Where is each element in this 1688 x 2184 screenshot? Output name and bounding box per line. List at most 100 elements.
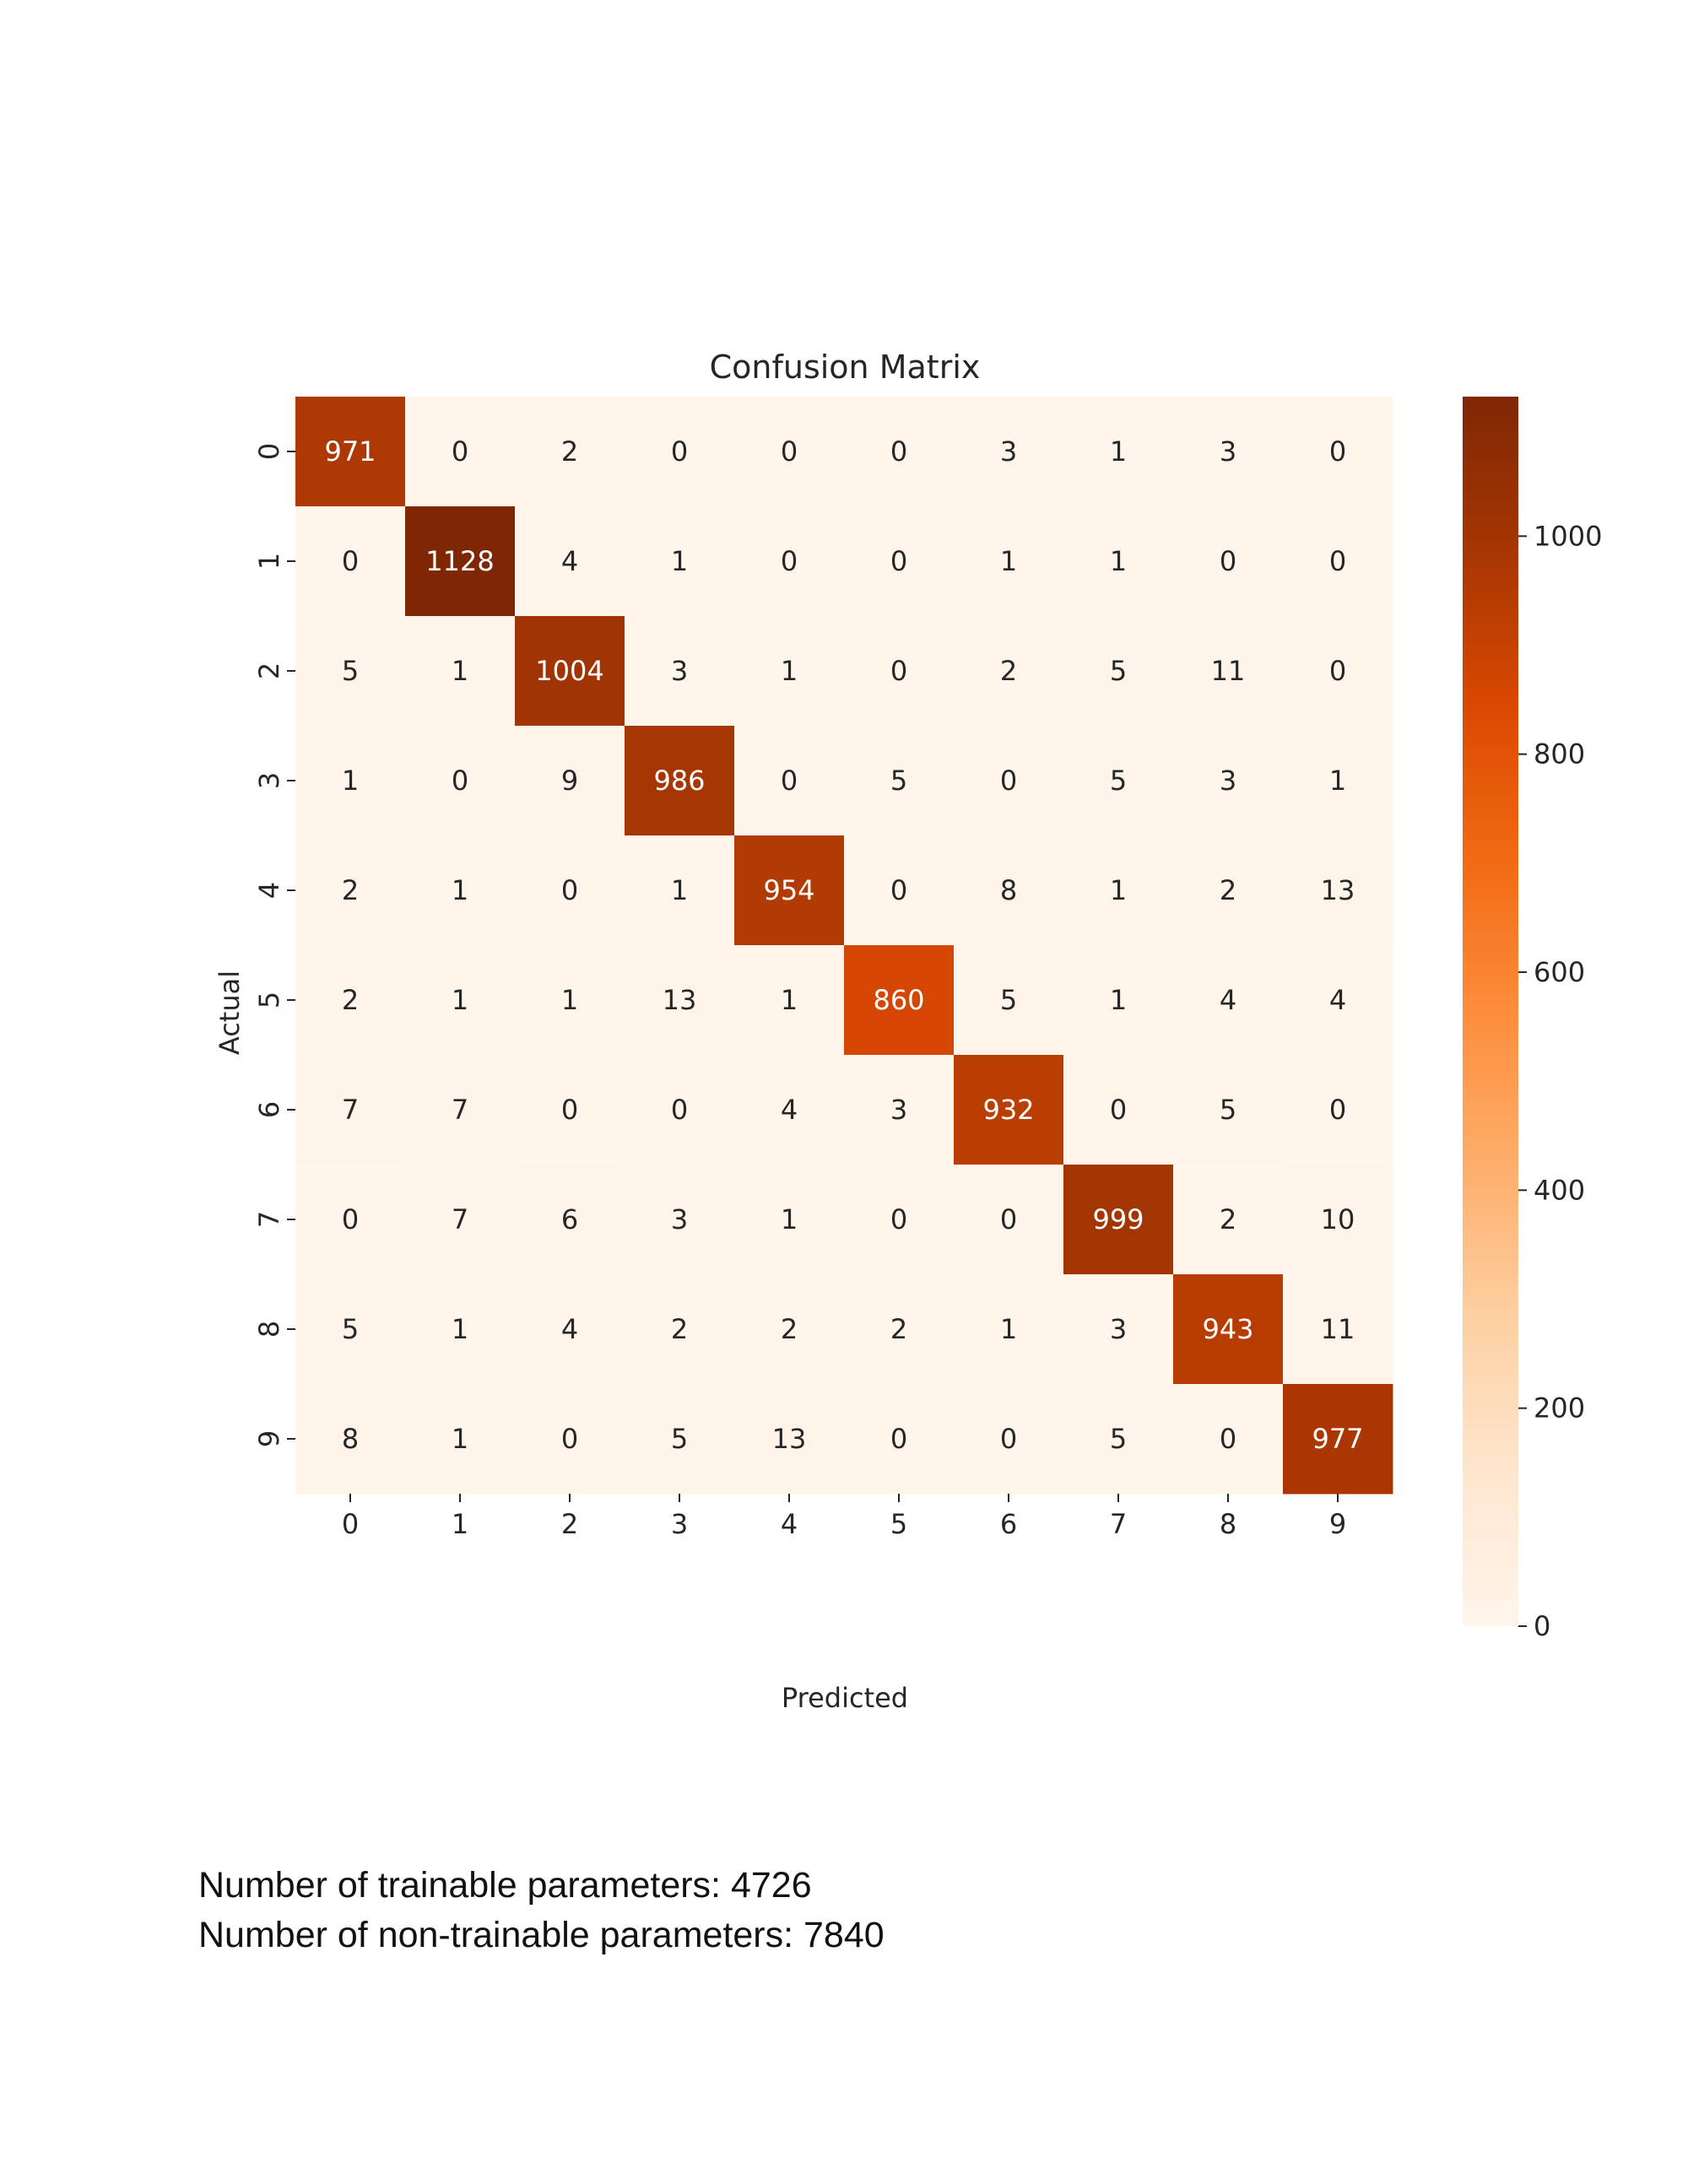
- cell-value-label: 0: [1000, 765, 1017, 797]
- cell-value-label: 860: [873, 984, 924, 1016]
- x-tick-label: 8: [1220, 1508, 1236, 1540]
- heatmap-cell: [515, 945, 625, 1056]
- heatmap-cell: [1173, 945, 1284, 1056]
- cell-value-label: 1: [1000, 1313, 1017, 1345]
- x-tick-label: 0: [342, 1508, 359, 1540]
- cell-value-label: 0: [1110, 1094, 1127, 1126]
- heatmap-cell: [954, 506, 1064, 617]
- heatmap-cell: [954, 1274, 1064, 1385]
- heatmap-cell: [1283, 835, 1393, 946]
- y-tick-label: 7: [253, 1211, 285, 1228]
- heatmap-cell: [844, 1165, 955, 1275]
- cell-value-label: 0: [1329, 545, 1346, 577]
- y-tick-label: 1: [253, 553, 285, 570]
- cell-value-label: 0: [1329, 435, 1346, 468]
- heatmap-cell: [295, 1274, 406, 1385]
- heatmap-cell: [515, 835, 625, 946]
- heatmap-cell: [1063, 726, 1174, 836]
- heatmap-cell: [1173, 1384, 1284, 1495]
- cell-value-label: 932: [982, 1094, 1034, 1126]
- cell-value-label: 5: [1000, 984, 1017, 1016]
- cell-value-label: 1: [781, 984, 798, 1016]
- x-tick-label: 5: [890, 1508, 907, 1540]
- cell-value-label: 1: [452, 1313, 468, 1345]
- x-tick-label: 4: [781, 1508, 798, 1540]
- cell-value-label: 0: [452, 435, 468, 468]
- heatmap-cell: [734, 1165, 845, 1275]
- cell-value-label: 5: [1220, 1094, 1236, 1126]
- heatmap-cell: [515, 397, 625, 507]
- cell-value-label: 3: [1000, 435, 1017, 468]
- heatmap-cell: [954, 945, 1064, 1056]
- heatmap-cell: [625, 1055, 735, 1165]
- confusion-matrix-chart: Confusion Matrix 971 0 2 0 0 0 3 1 3 00 1128 4 1 0 0 1 1…: [214, 349, 1602, 1714]
- cell-value-label: 1128: [425, 545, 494, 577]
- cell-value-label: 5: [671, 1423, 688, 1455]
- heatmap-cell: [1283, 1165, 1393, 1275]
- heatmap-cell: [405, 397, 516, 507]
- heatmap-cell: [844, 397, 955, 507]
- trainable-params-text: Number of trainable parameters: 4726: [198, 1865, 812, 1906]
- cell-value-label: 1: [671, 545, 688, 577]
- heatmap-cell: [625, 835, 735, 946]
- cell-value-label: 2: [561, 435, 578, 468]
- cell-value-label: 943: [1202, 1313, 1253, 1345]
- y-tick-label: 9: [253, 1430, 285, 1447]
- heatmap-cell: [954, 616, 1064, 727]
- x-tick-label: 3: [671, 1508, 688, 1540]
- heatmap-cell: [515, 1384, 625, 1495]
- heatmap-cell: [954, 1055, 1064, 1165]
- y-axis-label: Actual: [214, 970, 246, 1055]
- heatmap-cell: [405, 616, 516, 727]
- cell-value-label: 0: [561, 1094, 578, 1126]
- heatmap-cell: [734, 1384, 845, 1495]
- heatmap-cell: [405, 945, 516, 1056]
- heatmap-cell: [405, 835, 516, 946]
- colorbar-ticks: 0 200 400 600 800 1000: [1518, 520, 1602, 1642]
- y-tick-label: 6: [253, 1101, 285, 1118]
- cell-value-label: 1: [342, 765, 359, 797]
- heatmap-cell: [405, 506, 516, 617]
- colorbar-tick-label: 800: [1534, 738, 1585, 770]
- heatmap-cell: [734, 1274, 845, 1385]
- cell-value-label: 3: [890, 1094, 907, 1126]
- cell-value-label: 0: [781, 545, 798, 577]
- heatmap-cell: [625, 506, 735, 617]
- x-tick-label: 7: [1110, 1508, 1127, 1540]
- cell-value-label: 2: [1000, 655, 1017, 687]
- cell-value-label: 0: [561, 874, 578, 906]
- cell-value-label: 954: [763, 874, 814, 906]
- heatmap-cell: [625, 1384, 735, 1495]
- cell-value-label: 2: [781, 1313, 798, 1345]
- cell-value-label: 0: [1220, 1423, 1236, 1455]
- cell-value-label: 11: [1321, 1313, 1355, 1345]
- cell-value-label: 0: [342, 1203, 359, 1235]
- cell-value-label: 1: [561, 984, 578, 1016]
- colorbar-tick-label: 200: [1534, 1392, 1585, 1424]
- heatmap-cell: [734, 835, 845, 946]
- colorbar-tick-label: 400: [1534, 1174, 1585, 1206]
- cell-value-label: 2: [890, 1313, 907, 1345]
- cell-value-label: 1: [781, 1203, 798, 1235]
- cell-value-label: 0: [781, 765, 798, 797]
- cell-value-label: 1: [781, 655, 798, 687]
- heatmap-cell: [844, 1274, 955, 1385]
- heatmap-cell: [405, 1384, 516, 1495]
- cell-value-label: 4: [561, 1313, 578, 1345]
- cell-value-label: 1: [1110, 874, 1127, 906]
- cell-value-label: 5: [342, 1313, 359, 1345]
- cell-value-label: 0: [1329, 655, 1346, 687]
- heatmap-cell: [1173, 506, 1284, 617]
- cell-value-label: 1: [1110, 435, 1127, 468]
- heatmap-cell: [295, 1165, 406, 1275]
- cell-value-label: 3: [1220, 765, 1236, 797]
- heatmap-cell: [295, 835, 406, 946]
- heatmap-cell: [1283, 616, 1393, 727]
- heatmap-cell: [844, 506, 955, 617]
- heatmap-cell: [844, 835, 955, 946]
- cell-value-label: 5: [890, 765, 907, 797]
- cell-value-label: 1: [671, 874, 688, 906]
- heatmap-cell: [1283, 1055, 1393, 1165]
- cell-value-label: 1: [452, 874, 468, 906]
- colorbar-tick-label: 1000: [1534, 520, 1602, 552]
